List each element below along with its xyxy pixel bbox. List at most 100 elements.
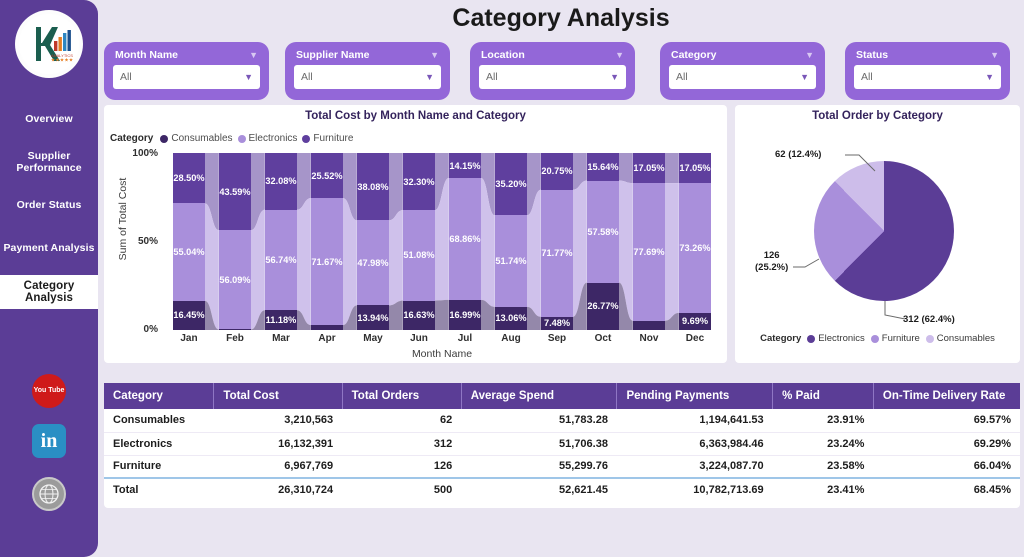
bar-segment-furniture[interactable]: 28.50% bbox=[172, 153, 206, 204]
col-header-pending-payments[interactable]: Pending Payments bbox=[616, 383, 774, 409]
bar-segment-furniture[interactable]: 17.05% bbox=[632, 153, 666, 184]
chevron-down-icon[interactable]: ▼ bbox=[430, 50, 439, 60]
slicer-dropdown[interactable]: All ▼ bbox=[479, 65, 626, 89]
bar-segment-furniture[interactable]: 32.30% bbox=[402, 153, 436, 211]
legend-item-consumables[interactable]: Consumables bbox=[160, 133, 233, 144]
bar-segment-consumables[interactable]: 13.06% bbox=[494, 306, 528, 330]
bar-segment-consumables[interactable]: 11.18% bbox=[264, 310, 298, 330]
bar-segment-electronics[interactable]: 77.69% bbox=[632, 183, 666, 321]
pie-chart-legend[interactable]: Category Electronics Furniture Consumabl… bbox=[735, 333, 1020, 344]
bar-column[interactable]: 35.20% 51.74% 13.06% bbox=[494, 153, 528, 330]
chevron-down-icon[interactable]: ▼ bbox=[990, 50, 999, 60]
chevron-down-icon[interactable]: ▼ bbox=[249, 50, 258, 60]
bar-segment-furniture[interactable]: 35.20% bbox=[494, 153, 528, 216]
sidebar-item-supplier-performance[interactable]: Supplier Performance bbox=[0, 145, 98, 179]
linkedin-link[interactable]: in bbox=[30, 422, 68, 460]
slicer-month-name[interactable]: Month Name ▼ All ▼ bbox=[104, 42, 269, 100]
bar-column[interactable]: 43.59% 56.09% bbox=[218, 153, 252, 330]
slicer-dropdown[interactable]: All ▼ bbox=[113, 65, 260, 89]
bar-segment-consumables[interactable] bbox=[632, 320, 666, 330]
bar-segment-furniture[interactable]: 25.52% bbox=[310, 153, 344, 199]
bar-segment-furniture[interactable]: 14.15% bbox=[448, 153, 482, 179]
bar-segment-consumables[interactable]: 7.48% bbox=[540, 316, 574, 330]
bar-segment-furniture[interactable]: 43.59% bbox=[218, 153, 252, 231]
total-cost-by-month-chart[interactable]: Total Cost by Month Name and Category Ca… bbox=[104, 105, 727, 363]
bar-column[interactable]: 32.30% 51.08% 16.63% bbox=[402, 153, 436, 330]
slicer-location[interactable]: Location ▼ All ▼ bbox=[470, 42, 635, 100]
bar-segment-consumables[interactable]: 13.94% bbox=[356, 305, 390, 330]
bar-segment-electronics[interactable]: 68.86% bbox=[448, 178, 482, 300]
chevron-down-icon[interactable]: ▼ bbox=[610, 72, 619, 82]
legend-item-furniture[interactable]: Furniture bbox=[302, 133, 353, 144]
sidebar-item-overview[interactable]: Overview bbox=[0, 102, 98, 136]
bar-column[interactable]: 25.52% 71.67% bbox=[310, 153, 344, 330]
bar-segment-electronics[interactable]: 56.74% bbox=[264, 209, 298, 311]
col-header-percent-paid[interactable]: % Paid bbox=[772, 383, 874, 409]
sidebar-item-order-status[interactable]: Order Status bbox=[0, 188, 98, 222]
sidebar-item-payment-analysis[interactable]: Payment Analysis bbox=[0, 231, 98, 265]
slicer-dropdown[interactable]: All ▼ bbox=[669, 65, 816, 89]
legend-item-consumables[interactable]: Consumables bbox=[925, 333, 995, 344]
table-row[interactable]: Electronics 16,132,391 312 51,706.38 6,363,9… bbox=[104, 432, 1020, 456]
bar-segment-consumables[interactable]: 26.77% bbox=[586, 282, 620, 330]
bar-segment-consumables[interactable]: 16.45% bbox=[172, 300, 206, 330]
bar-segment-consumables[interactable] bbox=[218, 329, 252, 330]
col-header-average-spend[interactable]: Average Spend bbox=[461, 383, 618, 409]
legend-item-electronics[interactable]: Electronics bbox=[237, 133, 297, 144]
bar-segment-consumables[interactable]: 9.69% bbox=[678, 312, 712, 330]
bar-column[interactable]: 32.08% 56.74% 11.18% bbox=[264, 153, 298, 330]
category-summary-table[interactable]: Category Total Cost Total Orders Average… bbox=[104, 383, 1020, 508]
bar-segment-electronics[interactable]: 51.74% bbox=[494, 215, 528, 307]
bar-segment-furniture[interactable]: 20.75% bbox=[540, 153, 574, 190]
bar-column[interactable]: 17.05% 77.69% bbox=[632, 153, 666, 330]
bar-column[interactable]: 38.08% 47.98% 13.94% bbox=[356, 153, 390, 330]
slicer-category[interactable]: Category ▼ All ▼ bbox=[660, 42, 825, 100]
col-header-on-time-delivery-rate[interactable]: On-Time Delivery Rate bbox=[873, 383, 1020, 409]
bar-segment-electronics[interactable]: 55.04% bbox=[172, 203, 206, 301]
table-total-row[interactable]: Total 26,310,724 500 52,621.45 10,782,713.69… bbox=[104, 477, 1020, 501]
bar-column[interactable]: 28.50% 55.04% 16.45% bbox=[172, 153, 206, 330]
bar-segment-electronics[interactable]: 47.98% bbox=[356, 220, 390, 306]
table-row[interactable]: Furniture 6,967,769 126 55,299.76 3,224,087.… bbox=[104, 455, 1020, 479]
bar-segment-electronics[interactable]: 56.09% bbox=[218, 230, 252, 330]
slicer-dropdown[interactable]: All ▼ bbox=[854, 65, 1001, 89]
bar-column[interactable]: 20.75% 71.77% 7.48% bbox=[540, 153, 574, 330]
legend-item-electronics[interactable]: Electronics bbox=[807, 333, 865, 344]
company-logo[interactable]: ANALYTICS ★★★★★ bbox=[15, 10, 83, 78]
bar-column[interactable]: 14.15% 68.86% 16.99% bbox=[448, 153, 482, 330]
chevron-down-icon[interactable]: ▼ bbox=[985, 72, 994, 82]
col-header-category[interactable]: Category bbox=[104, 383, 215, 409]
chevron-down-icon[interactable]: ▼ bbox=[244, 72, 253, 82]
bar-segment-electronics[interactable]: 51.08% bbox=[402, 210, 436, 301]
slicer-status[interactable]: Status ▼ All ▼ bbox=[845, 42, 1010, 100]
chevron-down-icon[interactable]: ▼ bbox=[425, 72, 434, 82]
slicer-supplier-name[interactable]: Supplier Name ▼ All ▼ bbox=[285, 42, 450, 100]
sidebar-item-category-analysis[interactable]: Category Analysis bbox=[0, 275, 98, 309]
slicer-dropdown[interactable]: All ▼ bbox=[294, 65, 441, 89]
chevron-down-icon[interactable]: ▼ bbox=[615, 50, 624, 60]
col-header-total-cost[interactable]: Total Cost bbox=[213, 383, 343, 409]
bar-chart-legend[interactable]: Category Consumables Electronics Furnitu… bbox=[110, 133, 353, 144]
website-link[interactable] bbox=[30, 475, 68, 513]
bar-segment-electronics[interactable]: 71.67% bbox=[310, 198, 344, 325]
bar-segment-furniture[interactable]: 38.08% bbox=[356, 153, 390, 221]
bar-segment-electronics[interactable]: 73.26% bbox=[678, 183, 712, 313]
legend-item-furniture[interactable]: Furniture bbox=[870, 333, 920, 344]
bar-segment-furniture[interactable]: 17.05% bbox=[678, 153, 712, 184]
bar-segment-consumables[interactable] bbox=[310, 325, 344, 330]
chevron-down-icon[interactable]: ▼ bbox=[805, 50, 814, 60]
bar-column[interactable]: 17.05% 73.26% 9.69% bbox=[678, 153, 712, 330]
bar-segment-furniture[interactable]: 15.64% bbox=[586, 153, 620, 181]
pie-chart[interactable] bbox=[814, 161, 954, 301]
total-order-by-category-chart[interactable]: Total Order by Category 62 (12.4%) 126 (… bbox=[735, 105, 1020, 363]
bar-segment-consumables[interactable]: 16.99% bbox=[448, 299, 482, 330]
table-row[interactable]: Consumables 3,210,563 62 51,783.28 1,194,641… bbox=[104, 409, 1020, 433]
youtube-link[interactable]: You Tube bbox=[30, 372, 68, 410]
bar-segment-electronics[interactable]: 57.58% bbox=[586, 180, 620, 283]
col-header-total-orders[interactable]: Total Orders bbox=[342, 383, 462, 409]
bar-segment-electronics[interactable]: 71.77% bbox=[540, 189, 574, 317]
chevron-down-icon[interactable]: ▼ bbox=[800, 72, 809, 82]
bar-segment-furniture[interactable]: 32.08% bbox=[264, 153, 298, 210]
bar-column[interactable]: 15.64% 57.58% 26.77% bbox=[586, 153, 620, 330]
bar-segment-consumables[interactable]: 16.63% bbox=[402, 300, 436, 330]
